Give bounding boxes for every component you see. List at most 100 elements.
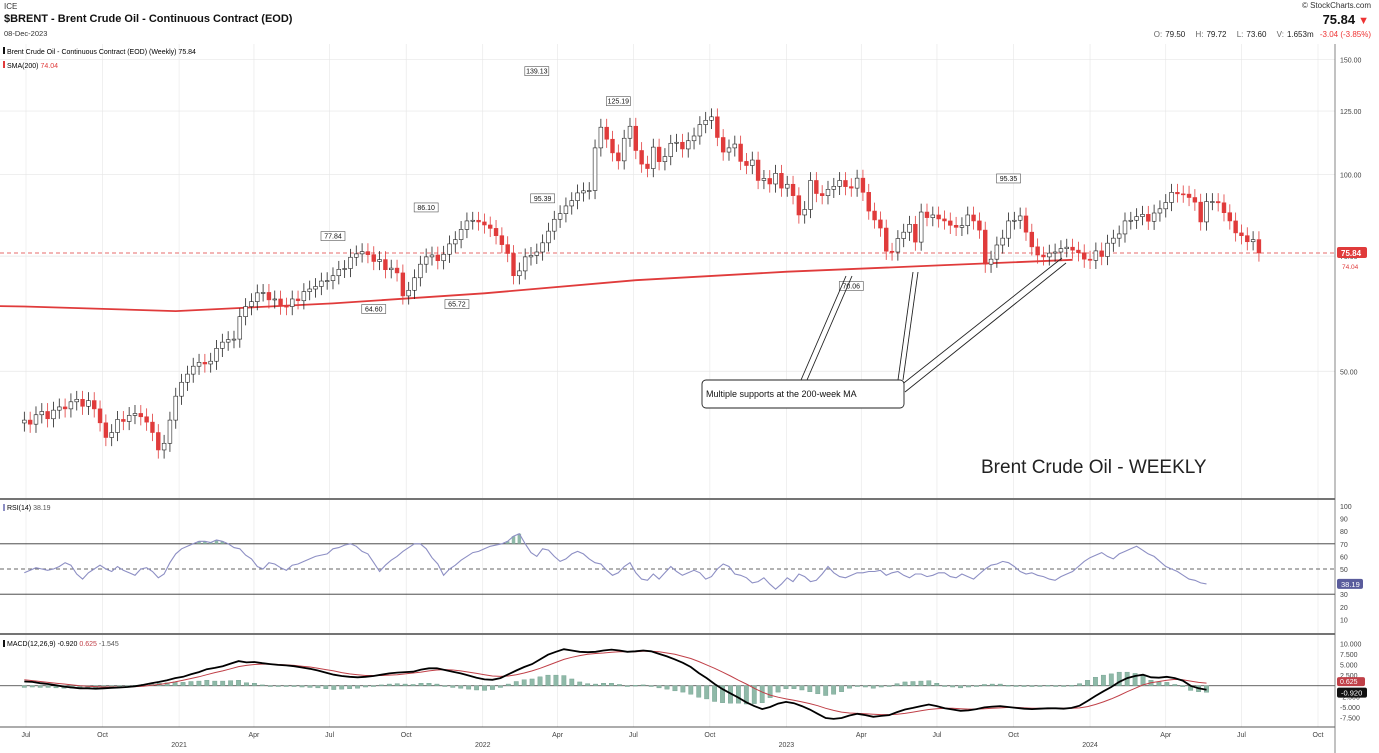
candle-body-up (1064, 246, 1069, 249)
macd-histogram-bar (640, 684, 646, 686)
candle-body-down (1035, 246, 1040, 256)
stockcharts-logo[interactable]: © StockCharts.com (1301, 1, 1371, 10)
macd-tick-label: -7.500 (1340, 716, 1360, 723)
candle-body-up (167, 419, 173, 444)
macd-histogram-bar (847, 685, 852, 689)
candle-body-up (627, 125, 633, 139)
macd-histogram-bar (259, 684, 265, 686)
candle (1227, 204, 1233, 230)
candle-body-down (948, 220, 953, 226)
price-marker: 65.72 (444, 299, 470, 309)
macd-histogram-bar (1045, 685, 1051, 687)
macd-histogram-bar (378, 684, 384, 686)
macd-histogram-bar (521, 679, 527, 686)
macd-histogram-bar (212, 680, 218, 686)
macd-histogram-bar (267, 685, 273, 687)
price-marker-box (413, 202, 439, 213)
candle (1169, 183, 1174, 212)
candle-body-up (691, 135, 697, 142)
candle (994, 236, 1000, 268)
candle (86, 392, 91, 415)
legend-sma: SMA(200) 74.04 (7, 63, 58, 70)
candle-body-up (674, 141, 679, 144)
candle (126, 407, 132, 431)
candle-body-down (884, 227, 889, 252)
candle-body-up (354, 253, 359, 258)
candle (534, 243, 540, 265)
candle-body-up (918, 211, 924, 243)
candle-body-up (557, 213, 563, 220)
candle (656, 138, 662, 171)
candle-body-down (656, 146, 662, 162)
macd-panel[interactable]: MACD(12,26,9) -0.920 0.625 -1.545 10.000… (0, 635, 1367, 727)
candle (348, 248, 353, 278)
candle (1245, 227, 1250, 251)
rsi-panel[interactable]: RSI(14) 38.19 10090807060504030201038.19 (0, 500, 1363, 633)
macd-histogram-bar (767, 685, 773, 698)
legend-macd: MACD(12,26,9) -0.920 0.625 -1.545 (7, 641, 119, 648)
candle-body-down (843, 180, 848, 187)
candle (785, 175, 790, 197)
candle (1175, 183, 1180, 203)
candle (167, 411, 173, 452)
candle (33, 406, 39, 433)
candle (74, 390, 79, 411)
candle-body-down (1186, 193, 1192, 198)
candle-body-up (1052, 251, 1058, 254)
candle-body-up (406, 289, 411, 297)
macd-histogram-bar (815, 685, 821, 695)
candle (458, 221, 464, 249)
candle-body-down (1215, 201, 1221, 204)
time-tick-label: Oct (1313, 732, 1324, 739)
candle-body-up (191, 365, 196, 375)
candle-body-up (319, 280, 324, 287)
candle-body-up (581, 190, 586, 194)
macd-histogram-bar (966, 685, 971, 688)
macd-histogram-bar (989, 683, 995, 686)
candle (1157, 200, 1163, 222)
candle-body-up (1105, 242, 1110, 257)
candle-body-down (400, 272, 406, 297)
candle (1215, 193, 1221, 212)
chart-big-label: Brent Crude Oil - WEEKLY (981, 457, 1207, 478)
candle (802, 201, 807, 224)
candle (453, 231, 458, 253)
candle-body-up (854, 177, 860, 189)
candle-body-up (1006, 220, 1011, 239)
sma-tag-text: 74.04 (1342, 264, 1359, 271)
candle (371, 246, 376, 271)
time-tick-label: Oct (401, 732, 412, 739)
macd-histogram-bar (426, 683, 432, 686)
time-tick-label: Jul (932, 732, 941, 739)
macd-histogram-bar (1108, 673, 1114, 686)
candle (441, 245, 446, 270)
candle (278, 290, 283, 315)
candle-body-up (930, 214, 936, 218)
candle-body-up (1012, 219, 1017, 222)
macd-histogram-bar (958, 685, 963, 689)
candle-body-down (511, 253, 516, 277)
time-tick-label: Oct (97, 732, 108, 739)
macd-tick-label: 10.000 (1340, 641, 1362, 648)
candle (27, 411, 33, 433)
candle-body-down (488, 224, 493, 229)
macd-histogram-bar (180, 682, 186, 686)
candle-body-down (796, 195, 802, 216)
candle-body-up (802, 209, 807, 216)
candle-body-down (371, 254, 376, 262)
macd-histogram-bar (799, 685, 805, 691)
macd-histogram-bar (482, 685, 487, 691)
candle (1099, 242, 1104, 266)
candle-body-up (907, 223, 912, 233)
candle-body-down (80, 399, 85, 407)
macd-histogram-bar (791, 685, 797, 689)
candle (435, 246, 441, 270)
candle (924, 203, 930, 227)
rsi-legend: RSI(14) 38.19 (3, 504, 51, 512)
macd-histogram-bar (878, 685, 884, 688)
price-panel[interactable]: 139.13 125.19 95.39 86.10 77.84 64.60 65.72 70.… (0, 44, 1367, 498)
candle (651, 138, 656, 178)
candle-body-up (703, 120, 708, 125)
ohlc-readout: O: 79.50 H: 79.72 L: 73.60 V: 1.653m -3.04 (… (1146, 30, 1371, 39)
candle-body-down (744, 161, 749, 166)
